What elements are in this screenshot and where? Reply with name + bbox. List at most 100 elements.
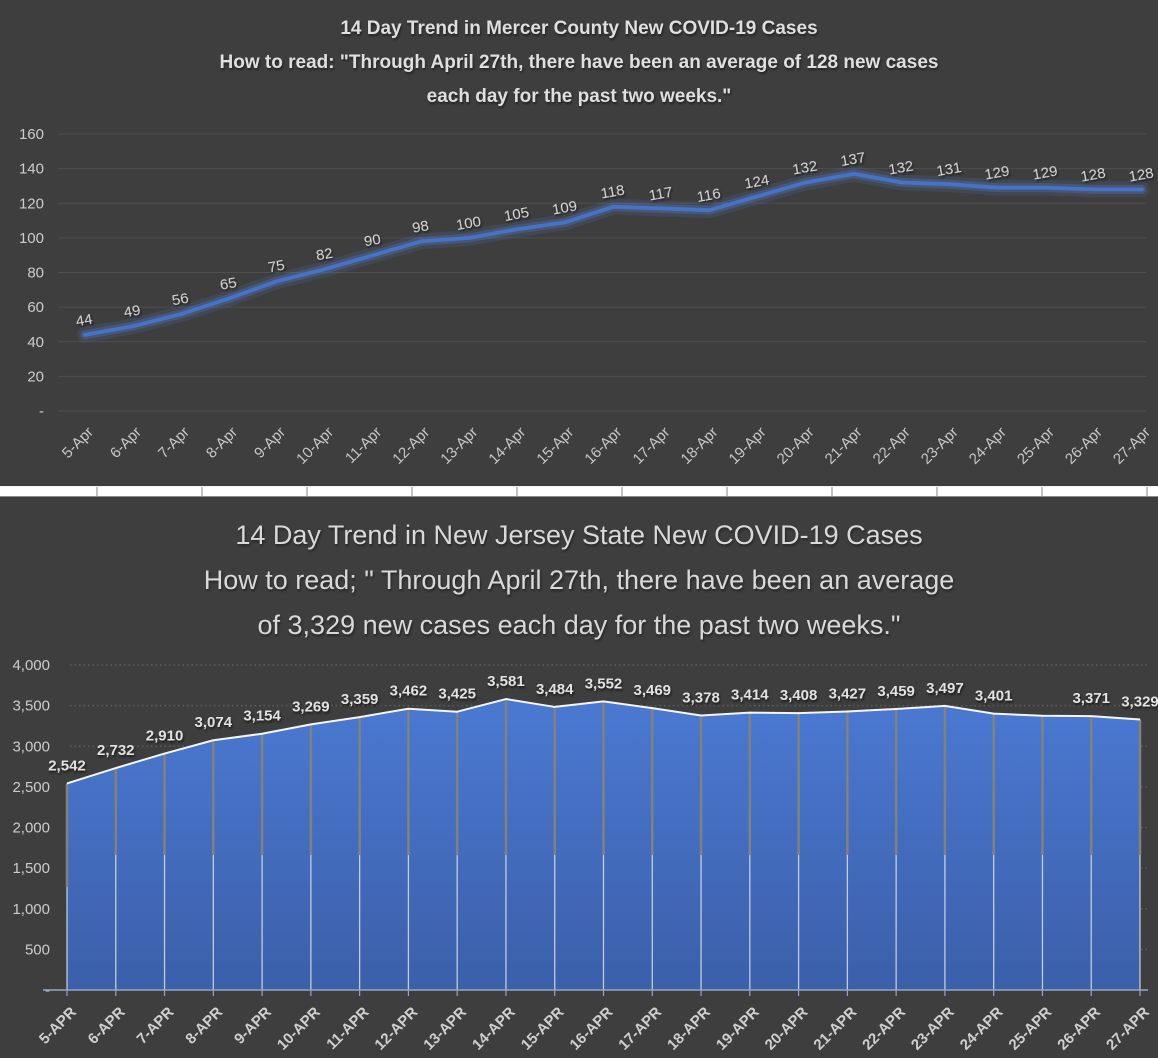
- x-axis-tick-label: 17-Apr: [630, 424, 674, 468]
- x-axis-tick-label: 18-Apr: [678, 424, 722, 468]
- y-axis-tick-label: 140: [19, 161, 44, 178]
- x-axis-tick-label: 26-APR: [1054, 1004, 1104, 1054]
- data-label: 124: [743, 171, 771, 192]
- y-axis-tick-label: 1,500: [12, 860, 50, 877]
- data-label: 56: [171, 290, 190, 310]
- mercer-chart-object[interactable]: - 20 40 60 80 100 120 140 160 44 49 56 65 75 82 90 98 100…: [0, 0, 1158, 486]
- series-line: [77, 165, 1150, 343]
- data-label: 3,269: [292, 698, 330, 715]
- x-axis-tick-label: 23-APR: [908, 1004, 958, 1054]
- data-label: 3,414: [731, 687, 769, 704]
- x-axis-tick-label: 9-Apr: [251, 424, 289, 462]
- data-label: 49: [123, 302, 142, 322]
- data-label: 3,462: [390, 683, 428, 700]
- x-axis-tick-label: 17-APR: [615, 1004, 665, 1054]
- data-label: 109: [551, 197, 579, 218]
- data-label: 2,910: [146, 728, 184, 745]
- x-axis-tick-label: 12-APR: [371, 1004, 421, 1054]
- series-line-stroke: [83, 171, 1144, 337]
- x-axis-tick-label: 14-Apr: [485, 424, 529, 468]
- drop-lines: [65, 699, 1142, 990]
- x-axis-tick-label: 26-Apr: [1062, 424, 1106, 468]
- data-label: 82: [315, 245, 334, 265]
- x-axis-tick-label: 15-Apr: [533, 424, 577, 468]
- data-label: 128: [1127, 164, 1155, 185]
- data-label: 3,425: [438, 686, 476, 703]
- data-label: 65: [219, 274, 238, 294]
- chart-subtitle-line: of 3,329 new cases each day for the past…: [257, 610, 901, 640]
- data-label: 137: [839, 149, 867, 170]
- data-label: 90: [363, 231, 382, 251]
- y-axis-tick-label: 2,000: [12, 820, 50, 837]
- data-label: 131: [935, 159, 963, 180]
- data-label: 3,484: [536, 681, 574, 698]
- x-axis-tick-label: 20-Apr: [774, 424, 818, 468]
- chart-title-line: 14 Day Trend in Mercer County New COVID-…: [340, 18, 818, 39]
- data-label: 129: [1031, 163, 1059, 184]
- mercer-line-chart: - 20 40 60 80 100 120 140 160 44 49 56 65 75 82 90 98 100…: [19, 126, 1155, 468]
- nj-area-chart: -5001,0001,5002,0002,5003,0003,5004,0002…: [12, 657, 1158, 1054]
- y-axis-tick-label: 160: [19, 126, 44, 143]
- nj-chart-title: 14 Day Trend in New Jersey State New COV…: [0, 513, 1158, 648]
- y-axis-tick-label: 2,500: [12, 779, 50, 796]
- x-axis-tick-label: 12-Apr: [389, 424, 433, 468]
- y-axis-tick-label: 80: [27, 265, 44, 282]
- x-axis-tick-label: 20-APR: [762, 1004, 812, 1054]
- x-axis-tick-label: 6-APR: [85, 1004, 129, 1048]
- x-axis-tick-label: 21-Apr: [822, 424, 866, 468]
- y-axis-tick-label: 3,500: [12, 698, 50, 715]
- y-axis-tick-label: -: [39, 403, 44, 420]
- y-axis-tick-label: 3,000: [12, 738, 50, 755]
- data-label: 3,371: [1072, 690, 1110, 707]
- data-label: 116: [696, 185, 723, 206]
- chart-subtitle-line: How to read; " Through April 27th, there…: [203, 565, 955, 595]
- x-axis-labels: 5-APR 6-APR 7-APR 8-APR 9-APR 10-APR 11-APR 12-…: [36, 1004, 1153, 1054]
- y-axis-tick-label: 1,000: [12, 901, 50, 918]
- data-label: 3,329: [1121, 694, 1158, 711]
- y-axis-labels: - 20 40 60 80 100 120 140 160: [19, 126, 44, 420]
- y-axis-tick-label: 500: [25, 941, 50, 958]
- x-axis-tick-label: 7-Apr: [155, 424, 193, 462]
- data-label: 3,581: [487, 673, 525, 690]
- chart-subtitle-line: each day for the past two weeks.": [426, 86, 732, 107]
- data-label: 100: [455, 213, 483, 234]
- x-axis-tick-label: 25-Apr: [1014, 424, 1058, 468]
- x-axis-tick-label: 19-Apr: [726, 424, 770, 468]
- x-axis-tick-label: 22-Apr: [870, 424, 914, 468]
- y-axis-tick-label: 100: [19, 230, 44, 247]
- data-label: 3,401: [975, 688, 1013, 705]
- category-axis: [43, 989, 1148, 996]
- data-label: 3,408: [780, 687, 818, 704]
- sheet-row-separator: [0, 486, 1158, 497]
- data-label: 132: [791, 157, 819, 178]
- x-axis-tick-label: 16-APR: [567, 1004, 617, 1054]
- nj-chart-object[interactable]: -5001,0001,5002,0002,5003,0003,5004,0002…: [0, 497, 1158, 1058]
- x-axis-tick-label: 11-Apr: [342, 424, 385, 467]
- y-axis-tick-label: 60: [27, 299, 44, 316]
- x-axis-tick-label: 25-APR: [1006, 1004, 1056, 1054]
- mercer-chart-title: 14 Day Trend in Mercer County New COVID-…: [0, 12, 1158, 114]
- x-axis-tick-label: 6-Apr: [107, 424, 145, 462]
- x-axis-tick-label: 16-Apr: [581, 424, 625, 468]
- x-axis-tick-label: 27-Apr: [1110, 424, 1154, 468]
- data-label: 3,154: [243, 708, 281, 725]
- y-axis-tick-label: 20: [27, 368, 44, 385]
- x-axis-tick-label: 15-APR: [518, 1004, 568, 1054]
- area-outline: [66, 698, 1141, 785]
- data-label: 132: [887, 157, 915, 178]
- x-axis-tick-label: 14-APR: [469, 1004, 519, 1054]
- series-outline: [66, 698, 1141, 785]
- x-axis-tick-label: 5-APR: [36, 1004, 80, 1048]
- data-label: 44: [75, 311, 94, 331]
- x-axis-tick-label: 24-APR: [957, 1004, 1007, 1054]
- data-label: 3,497: [926, 680, 964, 697]
- x-axis-tick-label: 10-Apr: [293, 424, 337, 468]
- x-axis-tick-label: 13-Apr: [437, 424, 481, 468]
- data-label: 117: [648, 184, 675, 205]
- data-label: 118: [599, 182, 626, 203]
- data-labels: 44 49 56 65 75 82 90 98 100 105 109 118 117 116 124 132…: [75, 149, 1155, 330]
- data-label: 2,732: [97, 742, 135, 759]
- data-labels: 2,542 2,732 2,910 3,074 3,154 3,269 3,359 3,462…: [48, 673, 1158, 774]
